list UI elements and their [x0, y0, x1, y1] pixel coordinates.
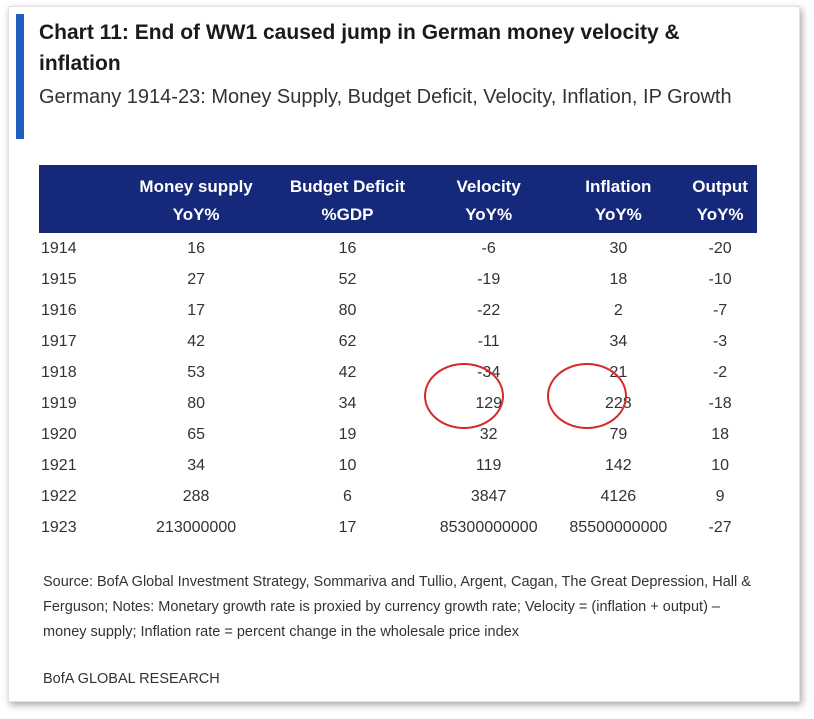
table-body: 1914 16 16 -6 30 -20 1915 27 52 -19 18 -10 1916 17 80 -…: [39, 233, 757, 543]
cell-budget-deficit: 34: [338, 394, 357, 412]
header-line1: Budget Deficit: [289, 177, 406, 196]
cell-output: -2: [712, 363, 728, 381]
table-row: 1923 213000000 17 85300000000 85500000000 -27: [39, 512, 757, 543]
header-line2: YoY%: [172, 205, 220, 224]
cell-output: 10: [711, 456, 729, 474]
header-money-supply: Money supply YoY%: [121, 165, 272, 233]
cell-money-supply: 42: [187, 332, 205, 350]
table-row: 1915 27 52 -19 18 -10: [39, 264, 757, 295]
cell-velocity: -6: [481, 239, 496, 257]
highlight-circle-velocity: [424, 363, 504, 429]
cell-year: 1916: [41, 301, 77, 319]
highlight-circle-inflation: [547, 363, 627, 429]
cell-money-supply: 34: [187, 456, 205, 474]
cell-output: -7: [712, 301, 728, 319]
cell-year: 1914: [41, 239, 77, 257]
table-row: 1914 16 16 -6 30 -20: [39, 233, 757, 264]
cell-inflation: 142: [604, 456, 632, 474]
cell-budget-deficit: 17: [338, 518, 357, 536]
cell-inflation: 18: [609, 270, 628, 288]
table-row: 1916 17 80 -22 2 -7: [39, 295, 757, 326]
cell-velocity: 32: [479, 425, 498, 443]
cell-inflation: 4126: [600, 487, 637, 505]
cell-year: 1919: [41, 394, 77, 412]
chart-card: Chart 11: End of WW1 caused jump in Germ…: [8, 6, 800, 702]
source-note: Source: BofA Global Investment Strategy,…: [43, 574, 751, 640]
table-row: 1920 65 19 32 79 18: [39, 419, 757, 450]
cell-inflation: 34: [609, 332, 628, 350]
header-line2: YoY%: [696, 205, 744, 224]
table-row: 1919 80 34 129 228 -18: [39, 388, 757, 419]
cell-budget-deficit: 19: [338, 425, 357, 443]
cell-budget-deficit: 62: [338, 332, 357, 350]
cell-year: 1921: [41, 456, 77, 474]
cell-year: 1918: [41, 363, 77, 381]
header-output: Output YoY%: [683, 165, 757, 233]
cell-budget-deficit: 42: [338, 363, 357, 381]
cell-velocity: 119: [475, 456, 502, 474]
cell-output: 18: [711, 425, 729, 443]
header-year: [39, 165, 121, 233]
cell-inflation: 85500000000: [569, 518, 668, 536]
cell-output: 9: [715, 487, 725, 505]
header-line2: %GDP: [321, 205, 374, 224]
header-line2: YoY%: [465, 205, 513, 224]
cell-budget-deficit: 6: [343, 487, 352, 505]
cell-output: -18: [708, 394, 732, 412]
cell-money-supply: 27: [187, 270, 205, 288]
chart-subtitle: Germany 1914-23: Money Supply, Budget De…: [39, 86, 732, 108]
cell-year: 1922: [41, 487, 77, 505]
cell-money-supply: 53: [187, 363, 205, 381]
cell-money-supply: 17: [187, 301, 205, 319]
cell-inflation: 2: [613, 301, 623, 319]
cell-budget-deficit: 16: [338, 239, 357, 257]
cell-output: -27: [708, 518, 732, 536]
cell-year: 1915: [41, 270, 77, 288]
header-line1: Velocity: [456, 177, 521, 196]
cell-output: -10: [708, 270, 732, 288]
accent-bar: [16, 14, 24, 139]
cell-output: -20: [708, 239, 732, 257]
cell-inflation: 79: [609, 425, 628, 443]
cell-money-supply: 80: [187, 394, 205, 412]
cell-budget-deficit: 80: [338, 301, 357, 319]
cell-money-supply: 16: [187, 239, 205, 257]
cell-money-supply: 65: [187, 425, 205, 443]
cell-output: -3: [712, 332, 728, 350]
header-budget-deficit: Budget Deficit %GDP: [271, 165, 424, 233]
header-inflation: Inflation YoY%: [553, 165, 684, 233]
cell-budget-deficit: 52: [338, 270, 357, 288]
data-table: Money supply YoY% Budget Deficit %GDP Ve…: [39, 165, 757, 543]
cell-velocity: 3847: [470, 487, 507, 505]
cell-velocity: -11: [477, 332, 500, 350]
footer-credit: BofA GLOBAL RESEARCH: [43, 671, 220, 687]
cell-year: 1923: [41, 518, 77, 536]
header-line1: Money supply: [139, 177, 253, 196]
header-velocity: Velocity YoY%: [423, 165, 554, 233]
cell-velocity: 85300000000: [439, 518, 538, 536]
header-line2: YoY%: [594, 205, 642, 224]
cell-money-supply: 213000000: [156, 518, 237, 536]
cell-year: 1917: [41, 332, 77, 350]
table-row: 1918 53 42 -34 21 -2: [39, 357, 757, 388]
table-row: 1921 34 10 119 142 10: [39, 450, 757, 481]
chart-title: Chart 11: End of WW1 caused jump in Germ…: [39, 21, 680, 75]
header-row: Money supply YoY% Budget Deficit %GDP Ve…: [39, 165, 757, 233]
cell-inflation: 30: [609, 239, 628, 257]
table-row: 1917 42 62 -11 34 -3: [39, 326, 757, 357]
cell-velocity: -22: [477, 301, 501, 319]
cell-budget-deficit: 10: [338, 456, 357, 474]
cell-velocity: -19: [477, 270, 501, 288]
table-row: 1922 288 6 3847 4126 9: [39, 481, 757, 512]
header-line1: Output: [692, 177, 748, 196]
header-line1: Inflation: [585, 177, 652, 196]
cell-year: 1920: [41, 425, 77, 443]
cell-money-supply: 288: [182, 487, 210, 505]
